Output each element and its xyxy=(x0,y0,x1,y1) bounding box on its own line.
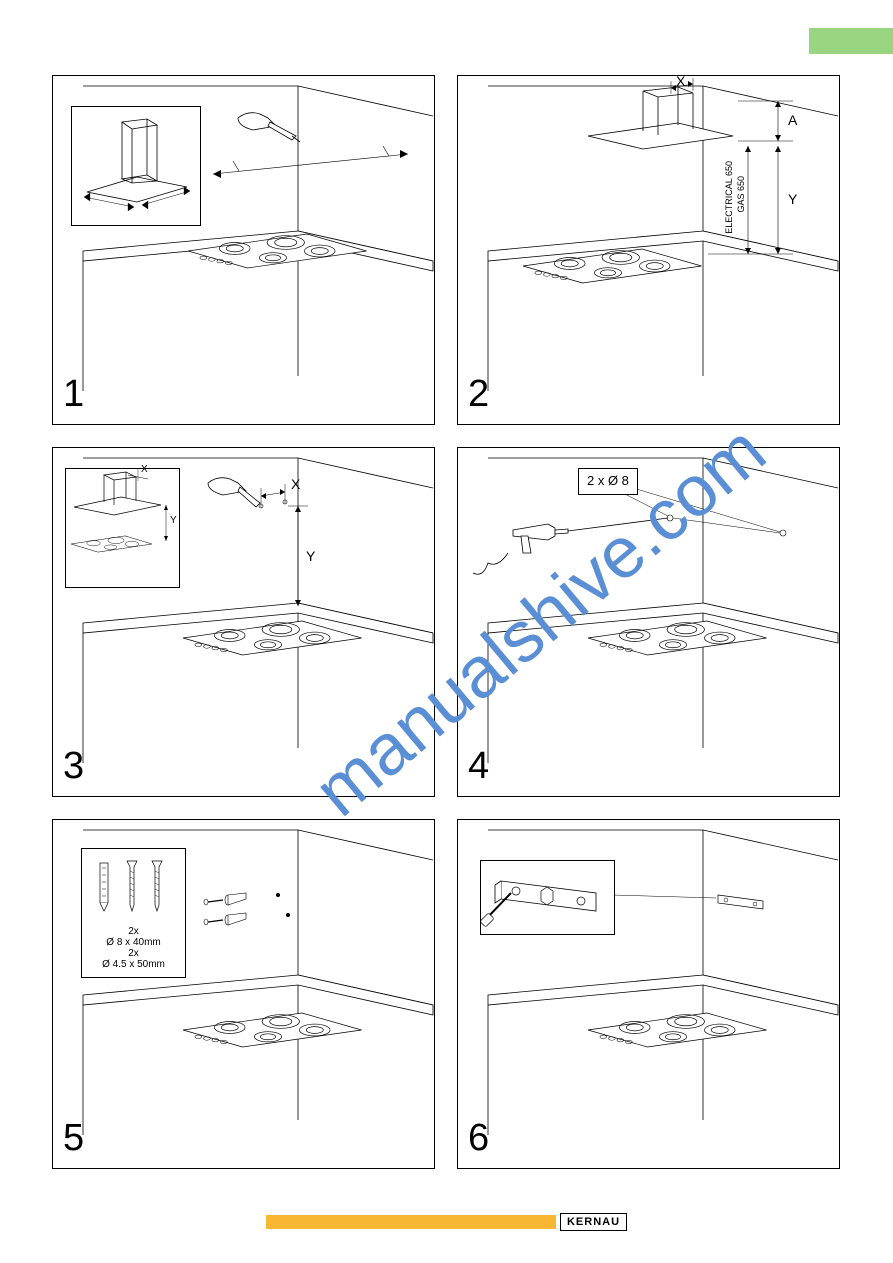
panel-4: 2 x Ø 8 4 xyxy=(457,447,840,797)
footer: KERNAU xyxy=(0,1213,893,1231)
panel-number: 1 xyxy=(63,373,84,416)
panel-3-inset: X Y xyxy=(65,468,180,588)
panel-number: 5 xyxy=(63,1117,84,1160)
dim-gas: GAS 650 xyxy=(736,176,746,213)
callout-drill: 2 x Ø 8 xyxy=(578,468,638,495)
panel-1: 1 xyxy=(52,75,435,425)
hw-line1: 2x xyxy=(82,926,185,937)
instruction-grid: 1 xyxy=(52,75,840,1169)
dim-x: X xyxy=(676,75,685,89)
panel-6-inset xyxy=(480,860,615,935)
panel-number: 3 xyxy=(63,745,84,788)
inset-y: Y xyxy=(170,515,177,526)
dim-y: Y xyxy=(306,548,315,564)
dim-electrical: ELECTRICAL 650 xyxy=(724,161,734,234)
panel-3: X Y xyxy=(52,447,435,797)
hw-line2: Ø 8 x 40mm xyxy=(82,937,185,948)
panel-number: 2 xyxy=(468,373,489,416)
panel-1-inset xyxy=(71,106,201,226)
dim-x: X xyxy=(291,476,300,492)
hw-line4: Ø 4.5 x 50mm xyxy=(82,959,185,970)
header-green-tab xyxy=(809,28,893,54)
footer-brand: KERNAU xyxy=(560,1213,627,1231)
panel-5-inset: 2x Ø 8 x 40mm 2x Ø 4.5 x 50mm xyxy=(81,848,186,978)
panel-number: 4 xyxy=(468,745,489,788)
footer-orange-bar xyxy=(266,1215,556,1229)
panel-5: 2x Ø 8 x 40mm 2x Ø 4.5 x 50mm 5 xyxy=(52,819,435,1169)
dim-a: A xyxy=(788,112,797,128)
hw-line3: 2x xyxy=(82,948,185,959)
panel-6: 6 xyxy=(457,819,840,1169)
callout-text: 2 x Ø 8 xyxy=(587,473,629,488)
panel-number: 6 xyxy=(468,1117,489,1160)
inset-x: X xyxy=(141,464,148,475)
dim-y: Y xyxy=(788,191,797,207)
panel-2: X A Y ELECTRICAL 650 GAS 650 2 xyxy=(457,75,840,425)
